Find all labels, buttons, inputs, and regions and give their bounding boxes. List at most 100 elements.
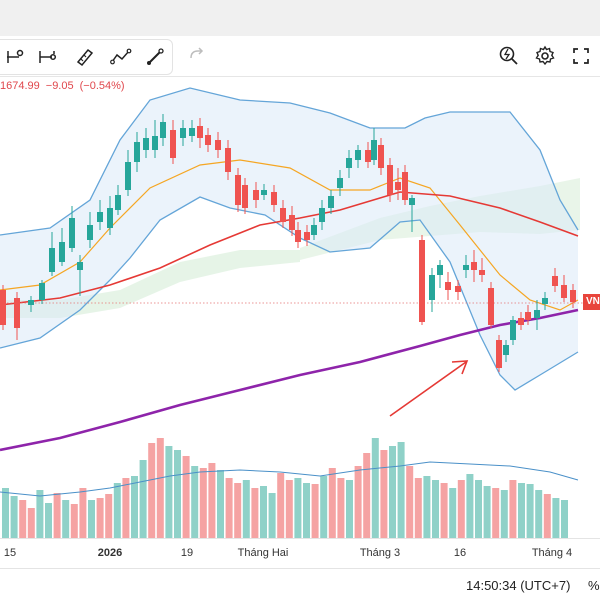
volume-bar — [27, 508, 35, 538]
candle-body — [261, 190, 267, 195]
volume-bar — [389, 446, 396, 538]
volume-bar — [174, 450, 181, 538]
volume-bar — [45, 503, 52, 538]
candle-body — [180, 128, 186, 138]
candle-body — [143, 138, 149, 150]
volume-bar — [36, 490, 44, 538]
candle-body — [215, 140, 221, 150]
x-tick-label: Tháng 4 — [531, 547, 573, 559]
candle-body — [205, 135, 211, 145]
bollinger-fill — [0, 88, 578, 390]
volume-bar — [466, 474, 474, 538]
legend-change: −9.05 — [45, 80, 74, 92]
volume-bar — [251, 488, 259, 538]
candle-body — [429, 275, 435, 300]
range-measure-icon[interactable] — [34, 44, 60, 70]
candle-body — [355, 150, 361, 160]
volume-bar — [354, 466, 362, 538]
volume-bar — [208, 463, 216, 538]
volume-bar — [139, 460, 147, 538]
candle-body — [189, 128, 195, 136]
candle-body — [59, 242, 65, 262]
volume-bar — [199, 468, 207, 538]
candle-body — [235, 175, 241, 205]
volume-bar — [2, 488, 9, 538]
candle-body — [437, 265, 443, 275]
volume-bar — [303, 483, 310, 538]
ma-long-line — [0, 308, 579, 452]
candle-body — [197, 126, 203, 138]
drawing-tools-group — [0, 39, 173, 75]
volume-bar — [535, 490, 543, 538]
node-line-icon[interactable] — [2, 44, 28, 70]
annotation-arrowhead — [451, 360, 469, 375]
percent-toggle[interactable]: % — [588, 578, 600, 593]
candle-body — [471, 262, 477, 270]
volume-bar — [414, 478, 422, 538]
volume-bar — [148, 443, 156, 538]
volume-bar — [268, 493, 276, 538]
volume-bar — [260, 486, 267, 538]
volume-bar — [225, 478, 233, 538]
volume-bar — [113, 483, 121, 538]
volume-bar — [294, 478, 302, 538]
candle-body — [328, 196, 334, 208]
time-axis: 15 2026 19 Tháng Hai Tháng 3 16 Tháng 4 — [0, 538, 600, 565]
screenshot-zoom-icon[interactable] — [496, 43, 522, 69]
ma-fast-line — [0, 159, 579, 311]
drawing-toolbar — [0, 36, 600, 77]
x-tick-label: 19 — [180, 547, 194, 559]
volume-bar — [182, 456, 190, 538]
candle-body — [304, 232, 310, 240]
candle-body — [561, 285, 567, 298]
status-bar: 14:50:34 (UTC+7) % — [0, 568, 600, 601]
candle-body — [0, 290, 6, 325]
volume-bar — [96, 498, 104, 538]
gear-icon[interactable] — [532, 43, 558, 69]
volume-bar — [380, 450, 388, 538]
volume-bar — [242, 480, 250, 538]
last-price-tag: VN — [583, 294, 600, 310]
path-icon[interactable] — [108, 44, 134, 70]
redo-icon[interactable] — [186, 44, 208, 66]
candle-body — [87, 225, 93, 240]
x-tick-label: 15 — [3, 547, 17, 559]
legend-close-value: 1674.99 — [0, 80, 40, 92]
candle-body — [289, 215, 295, 230]
candle-body — [445, 282, 451, 290]
volume-bar — [277, 473, 285, 538]
candle-body — [77, 262, 83, 270]
clock-timezone[interactable]: 14:50:34 (UTC+7) — [466, 578, 571, 593]
price-legend: 1674.99 −9.05 (−0.54%) — [0, 80, 131, 92]
candle-body — [510, 320, 516, 340]
volume-bar — [363, 453, 371, 538]
candle-body — [402, 172, 408, 200]
candle-body — [170, 130, 176, 158]
volume-bar — [440, 483, 448, 538]
candle-body — [552, 276, 558, 286]
candle-body — [542, 298, 548, 304]
candle-body — [14, 298, 20, 328]
candle-body — [337, 178, 343, 188]
candle-body — [271, 192, 277, 205]
fullscreen-icon[interactable] — [568, 43, 594, 69]
volume-bar — [165, 446, 173, 538]
pencil-icon[interactable] — [142, 44, 168, 70]
x-tick-label: Tháng 3 — [359, 547, 401, 559]
legend-change-pct: (−0.54%) — [79, 80, 125, 92]
candle-body — [463, 265, 469, 270]
candle-body — [409, 198, 415, 205]
candle-body — [125, 162, 131, 190]
volume-bar — [483, 486, 491, 538]
candle-body — [395, 182, 401, 190]
volume-bar — [156, 438, 164, 538]
ruler-icon[interactable] — [72, 44, 98, 70]
candle-body — [346, 158, 352, 168]
candle-body — [488, 288, 494, 325]
volume-bar — [518, 483, 525, 538]
bollinger-upper — [0, 87, 579, 236]
candle-body — [242, 185, 248, 208]
volume-bar — [371, 438, 379, 538]
volume-bar — [122, 478, 130, 538]
